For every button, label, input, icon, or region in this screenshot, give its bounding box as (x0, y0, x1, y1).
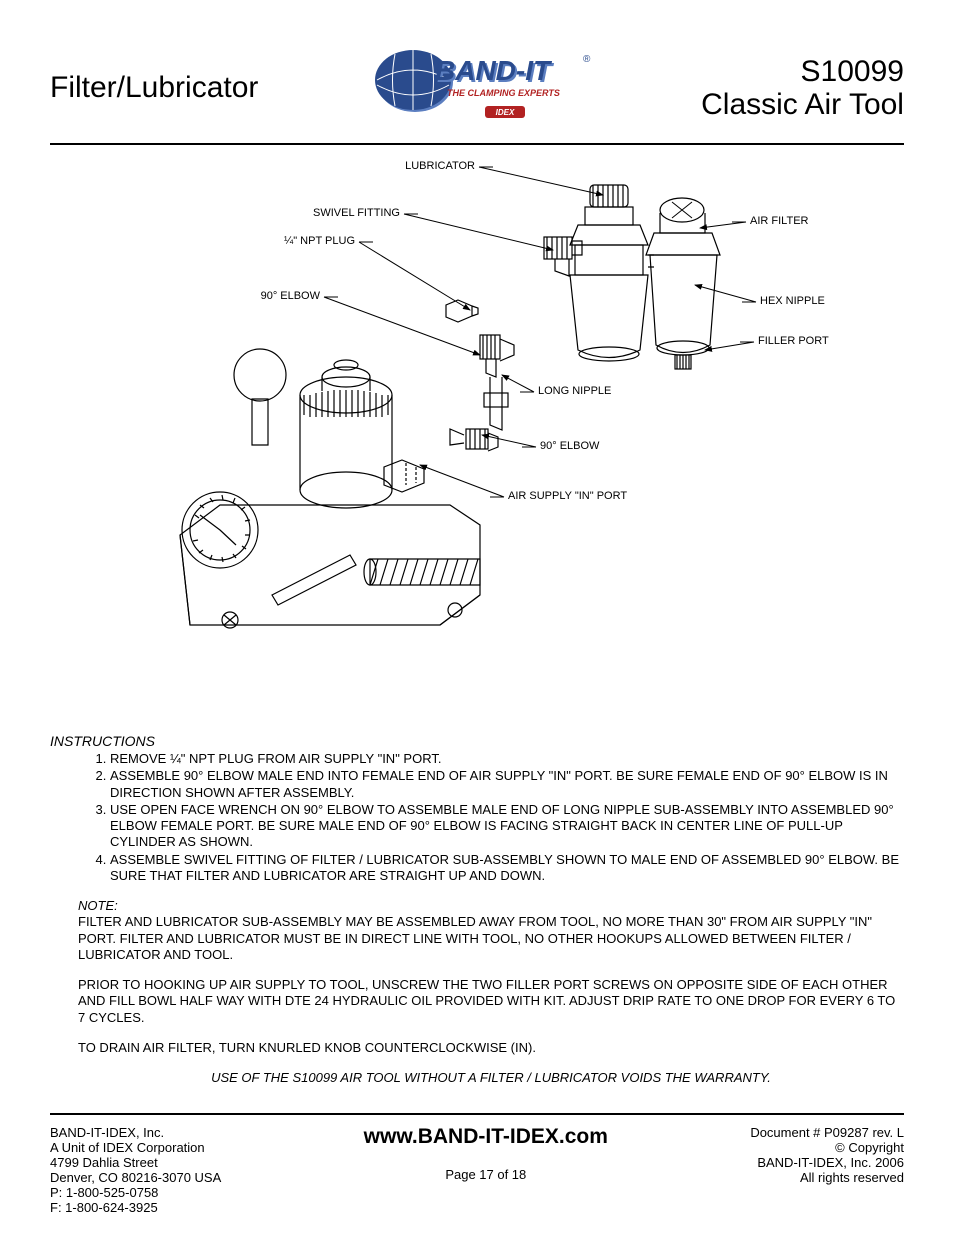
footer-center: www.BAND-IT-IDEX.com Page 17 of 18 (364, 1125, 608, 1215)
instructions-list: REMOVE ¼" NPT PLUG FROM AIR SUPPLY "IN" … (50, 751, 904, 884)
instructions-title: INSTRUCTIONS (50, 733, 904, 749)
company-unit: A Unit of IDEX Corporation (50, 1140, 221, 1155)
instruction-item: USE OPEN FACE WRENCH ON 90° ELBOW TO ASS… (110, 802, 904, 851)
exploded-diagram: LUBRICATOR SWIVEL FITTING ¼" NPT PLUG 90… (50, 155, 904, 725)
company-name: BAND-IT-IDEX, Inc. (50, 1125, 221, 1140)
copyright-owner: BAND-IT-IDEX, Inc. 2006 (750, 1155, 904, 1170)
note-paragraph: PRIOR TO HOOKING UP AIR SUPPLY TO TOOL, … (78, 977, 904, 1026)
instruction-item: ASSEMBLE SWIVEL FITTING OF FILTER / LUBR… (110, 852, 904, 885)
callout-filler-port: FILLER PORT (758, 335, 829, 347)
document-number: Document # P09287 rev. L (750, 1125, 904, 1140)
svg-text:®: ® (583, 54, 591, 65)
brand-logo: BAND-IT BAND-IT ® THE CLAMPING EXPERTS I… (365, 40, 595, 135)
company-fax: F: 1-800-624-3925 (50, 1200, 221, 1215)
callout-swivel: SWIVEL FITTING (313, 207, 400, 219)
callout-long-nipple: LONG NIPPLE (538, 385, 611, 397)
copyright: © Copyright (750, 1140, 904, 1155)
left-title: Filter/Lubricator (50, 71, 258, 105)
product-name: Classic Air Tool (701, 88, 904, 121)
instructions-section: INSTRUCTIONS REMOVE ¼" NPT PLUG FROM AIR… (50, 733, 904, 884)
note-paragraph: TO DRAIN AIR FILTER, TURN KNURLED KNOB C… (78, 1040, 904, 1056)
svg-text:BAND-IT: BAND-IT (435, 55, 553, 86)
notes-section: NOTE: FILTER AND LUBRICATOR SUB-ASSEMBLY… (50, 898, 904, 1086)
bandit-logo-icon: BAND-IT BAND-IT ® THE CLAMPING EXPERTS I… (365, 40, 595, 130)
company-phone: P: 1-800-525-0758 (50, 1185, 221, 1200)
callout-hex-nipple: HEX NIPPLE (760, 295, 825, 307)
warranty-notice: USE OF THE S10099 AIR TOOL WITHOUT A FIL… (78, 1070, 904, 1086)
instruction-item: REMOVE ¼" NPT PLUG FROM AIR SUPPLY "IN" … (110, 751, 904, 767)
instruction-item: ASSEMBLE 90° ELBOW MALE END INTO FEMALE … (110, 768, 904, 801)
document-header: Filter/Lubricator BAND-IT BAND-IT ® THE … (50, 40, 904, 145)
page-number: Page 17 of 18 (364, 1167, 608, 1182)
callout-lubricator: LUBRICATOR (405, 160, 475, 172)
model-number: S10099 (701, 55, 904, 88)
rights-reserved: All rights reserved (750, 1170, 904, 1185)
website-url: www.BAND-IT-IDEX.com (364, 1125, 608, 1149)
note-paragraph: FILTER AND LUBRICATOR SUB-ASSEMBLY MAY B… (78, 914, 904, 963)
callout-elbow1: 90° ELBOW (261, 290, 320, 302)
svg-text:THE CLAMPING EXPERTS: THE CLAMPING EXPERTS (447, 88, 560, 98)
note-title: NOTE: (78, 898, 904, 914)
footer-address: BAND-IT-IDEX, Inc. A Unit of IDEX Corpor… (50, 1125, 221, 1215)
right-title: S10099 Classic Air Tool (701, 55, 904, 121)
callout-npt-plug: ¼" NPT PLUG (284, 235, 355, 247)
footer-legal: Document # P09287 rev. L © Copyright BAN… (750, 1125, 904, 1215)
company-city: Denver, CO 80216-3070 USA (50, 1170, 221, 1185)
document-footer: BAND-IT-IDEX, Inc. A Unit of IDEX Corpor… (50, 1113, 904, 1215)
callout-air-supply: AIR SUPPLY "IN" PORT (508, 490, 627, 502)
callout-air-filter: AIR FILTER (750, 215, 808, 227)
company-street: 4799 Dahlia Street (50, 1155, 221, 1170)
callout-elbow2: 90° ELBOW (540, 440, 599, 452)
diagram-svg (50, 155, 904, 725)
svg-text:IDEX: IDEX (495, 108, 514, 117)
